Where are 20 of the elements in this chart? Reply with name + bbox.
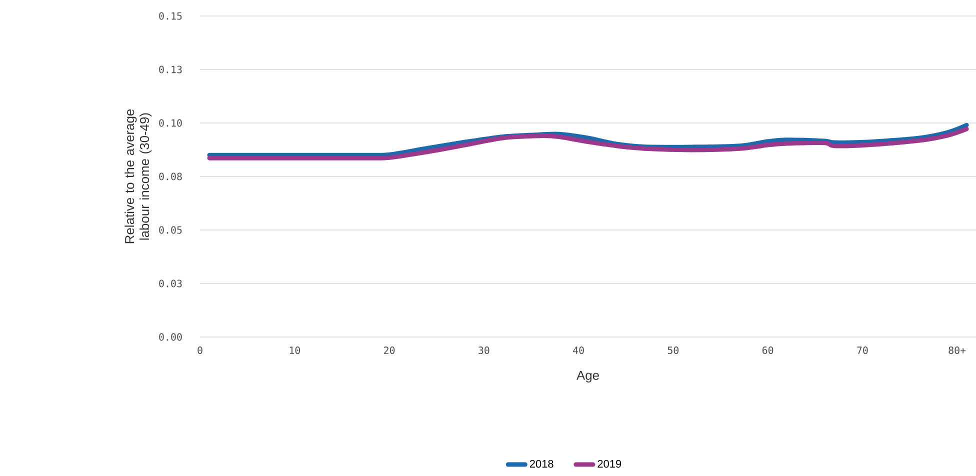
x-tick-label: 30 <box>478 346 490 354</box>
legend-label: 2019 <box>598 460 622 468</box>
x-axis-title: Age <box>576 370 599 382</box>
x-tick-label: 10 <box>290 346 300 354</box>
y-tick-label: 0.03 <box>159 280 182 288</box>
y-tick-label: 0.05 <box>159 226 182 234</box>
legend-label: 2018 <box>530 460 554 468</box>
x-tick-label: 0 <box>198 346 202 354</box>
x-tick-label: 80+ <box>948 346 966 354</box>
x-tick-label: 20 <box>384 346 395 354</box>
x-tick-label: 40 <box>573 346 584 354</box>
y-tick-label: 0.08 <box>159 172 182 180</box>
y-tick-label: 0.13 <box>159 66 182 74</box>
x-tick-label: 60 <box>762 346 774 354</box>
y-axis-title: Relative to the average labour income (30-49) <box>124 109 152 244</box>
x-tick-label: 50 <box>668 346 679 354</box>
y-tick-label: 0.15 <box>159 12 182 20</box>
y-tick-label: 0.10 <box>159 119 182 127</box>
x-tick-label: 70 <box>857 346 868 354</box>
y-tick-label: 0.00 <box>159 333 182 341</box>
